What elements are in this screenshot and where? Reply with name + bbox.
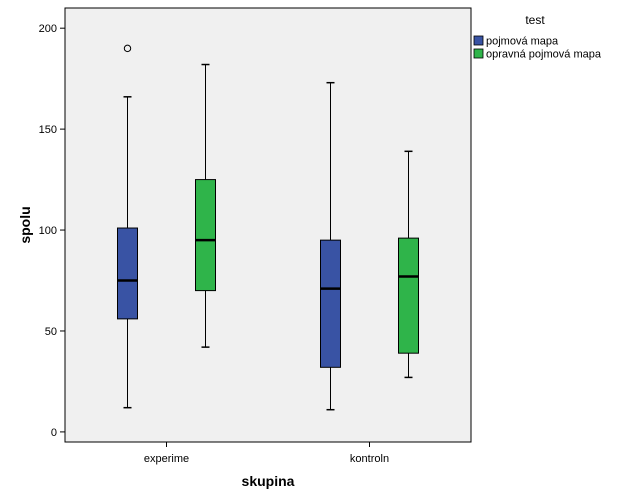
x-axis: experime kontroln <box>144 442 389 465</box>
y-tick-label: 150 <box>39 124 57 136</box>
box-kontroln-1 <box>398 150 419 379</box>
x-tick-label: experime <box>144 453 189 465</box>
plot-area <box>64 7 472 443</box>
box-group <box>117 44 419 411</box>
legend-label: pojmová mapa <box>486 36 559 48</box>
legend-swatch <box>473 48 484 59</box>
box-experime-0 <box>117 44 138 409</box>
box-experime-1 <box>195 63 216 348</box>
y-axis-title: spolu <box>17 206 33 243</box>
outlier-point <box>123 44 132 53</box>
box-iqr <box>320 239 341 368</box>
box-kontroln-0 <box>320 81 341 411</box>
y-axis: 0 50 100 150 200 <box>39 23 65 439</box>
y-tick-label: 0 <box>51 427 57 439</box>
legend-title: test <box>525 13 545 27</box>
legend-label: opravná pojmová mapa <box>486 49 602 61</box>
x-tick-label: kontroln <box>350 453 389 465</box>
box-iqr <box>195 179 216 292</box>
box-iqr <box>117 227 138 320</box>
y-tick-label: 200 <box>39 23 57 35</box>
y-tick-label: 100 <box>39 225 57 237</box>
y-tick-label: 50 <box>45 326 57 338</box>
legend-swatch <box>473 35 484 46</box>
x-axis-title: skupina <box>242 473 295 489</box>
box-iqr <box>398 237 419 354</box>
